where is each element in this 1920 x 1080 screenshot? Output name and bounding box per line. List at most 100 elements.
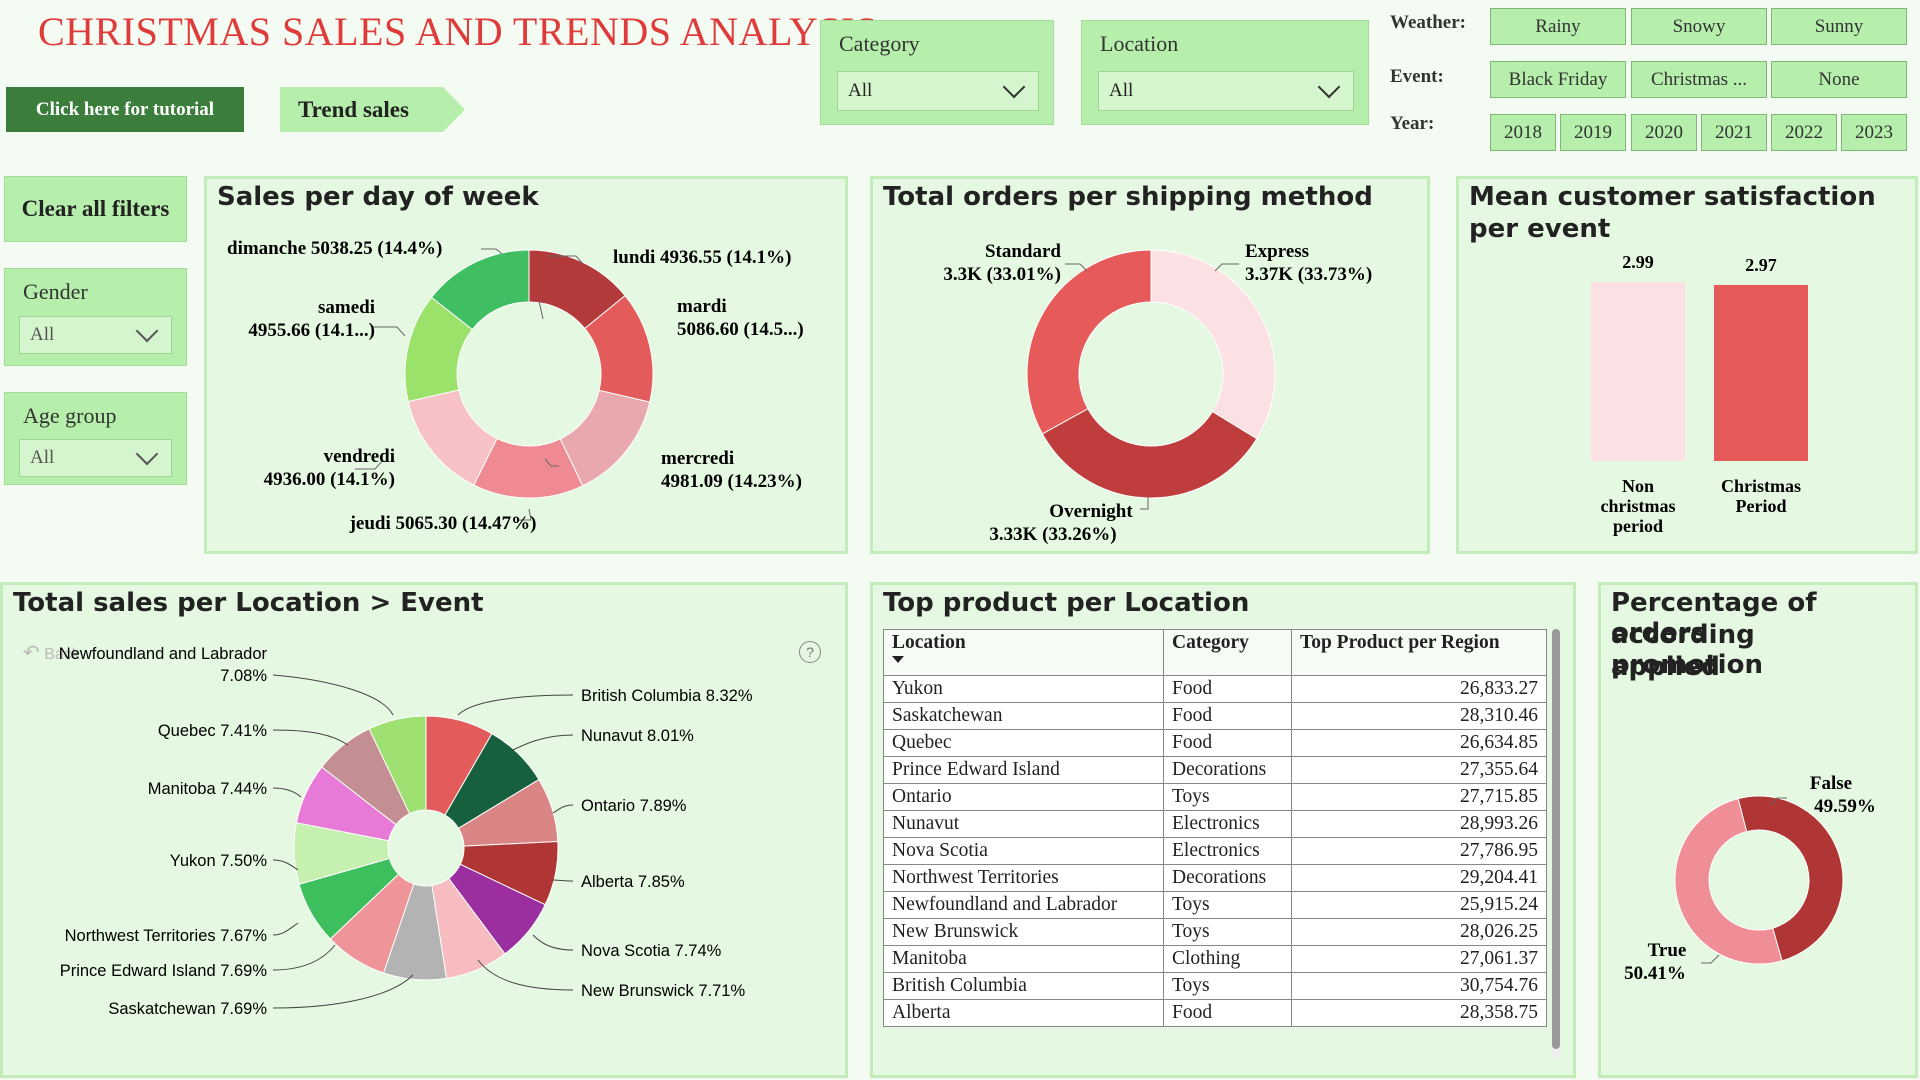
value-cell: 27,715.85: [1291, 783, 1547, 811]
back-label: Back: [44, 646, 80, 663]
satisfaction-category-label: christmas: [1601, 496, 1676, 516]
loc-label-british-columbia: British Columbia 8.32%: [581, 687, 753, 705]
gender-dropdown[interactable]: All: [19, 316, 172, 354]
year-2018-button[interactable]: 2018: [1490, 114, 1556, 151]
gender-filter: Gender All: [4, 268, 187, 366]
satisfaction-category-label: Non: [1622, 476, 1654, 496]
day-of-week-donut: dimanche 5038.25 (14.4%) lundi 4936.55 (…: [227, 238, 804, 534]
satisfaction-panel: Mean customer satisfaction per event 2.9…: [1456, 176, 1918, 554]
table-scrollbar[interactable]: [1552, 629, 1560, 1059]
loc-label-saskatchewan: Saskatchewan 7.69%: [108, 1000, 267, 1018]
back-arrow-icon: ↶: [23, 642, 40, 664]
year-2023-button[interactable]: 2023: [1841, 114, 1907, 151]
page-title: CHRISTMAS SALES AND TRENDS ANALYSIS: [38, 9, 878, 54]
age-group-filter: Age group All: [4, 392, 187, 485]
year-2022-button[interactable]: 2022: [1771, 114, 1837, 151]
gender-value: All: [30, 324, 55, 345]
dow-slice-dimanche[interactable]: [430, 249, 530, 331]
dow-label-samedi-1: samedi: [318, 297, 375, 318]
table-row[interactable]: Saskatchewan Food 28,310.46: [883, 702, 1547, 730]
column-header-label: Category: [1172, 632, 1249, 653]
sort-desc-icon: [892, 656, 904, 663]
value-cell: 26,634.85: [1291, 729, 1547, 757]
satisfaction-value-label: 2.97: [1745, 255, 1777, 275]
column-header-category[interactable]: Category: [1163, 629, 1292, 676]
value-cell: 27,786.95: [1291, 837, 1547, 865]
weather-sunny-button[interactable]: Sunny: [1771, 8, 1907, 45]
ship-slice-overnight[interactable]: [1041, 408, 1258, 499]
event-none-button[interactable]: None: [1771, 61, 1907, 98]
age-group-dropdown[interactable]: All: [19, 439, 172, 477]
value-cell: 27,355.64: [1291, 756, 1547, 784]
leader-lines: [1065, 263, 1239, 510]
satisfaction-category-label: Christmas: [1721, 476, 1801, 496]
leader-lines: [355, 248, 584, 521]
clear-filters-button[interactable]: Clear all filters: [4, 176, 187, 242]
trend-sales-button[interactable]: Trend sales: [280, 87, 465, 132]
age-group-label: Age group: [23, 403, 117, 428]
top-product-panel: Top product per Location Location Catego…: [870, 582, 1576, 1078]
location-dropdown[interactable]: All: [1098, 71, 1354, 111]
promo-slice-false[interactable]: [1737, 795, 1844, 962]
column-header-label: Location: [892, 632, 966, 653]
table-header-row: Location Category Top Product per Region: [883, 629, 1547, 676]
tutorial-button[interactable]: Click here for tutorial: [6, 87, 244, 132]
year-2021-button[interactable]: 2021: [1701, 114, 1767, 151]
location-cell: Yukon: [883, 675, 1164, 703]
weather-snowy-button[interactable]: Snowy: [1631, 8, 1767, 45]
table-row[interactable]: Manitoba Clothing 27,061.37: [883, 945, 1547, 973]
age-group-value: All: [30, 447, 55, 468]
table-row[interactable]: Northwest Territories Decorations 29,204.4…: [883, 864, 1547, 892]
location-event-title: Total sales per Location > Event: [13, 588, 484, 618]
category-cell: Toys: [1163, 918, 1292, 946]
promotion-title-3: applied: [1611, 652, 1720, 682]
location-cell: Manitoba: [883, 945, 1164, 973]
dow-label-vendredi-2: 4936.00 (14.1%): [264, 469, 395, 490]
table-container[interactable]: Location Category Top Product per Region…: [883, 629, 1547, 1065]
year-2019-button[interactable]: 2019: [1560, 114, 1626, 151]
value-cell: 28,358.75: [1291, 999, 1547, 1027]
loc-label-newfoundland-and-labrador-1: Newfoundland and Labrador: [59, 645, 268, 663]
weather-rainy-button[interactable]: Rainy: [1490, 8, 1626, 45]
back-button[interactable]: ↶ Back: [23, 640, 80, 665]
promotion-title-1: Percentage of orders: [1611, 588, 1817, 648]
loc-label-quebec: Quebec 7.41%: [158, 722, 267, 740]
value-cell: 28,310.46: [1291, 702, 1547, 730]
column-header-top-product[interactable]: Top Product per Region: [1291, 629, 1547, 676]
year-2020-button[interactable]: 2020: [1631, 114, 1697, 151]
table-row[interactable]: Quebec Food 26,634.85: [883, 729, 1547, 757]
category-cell: Food: [1163, 999, 1292, 1027]
table-row[interactable]: Nunavut Electronics 28,993.26: [883, 810, 1547, 838]
loc-label-northwest-territories: Northwest Territories 7.67%: [65, 927, 268, 945]
satisfaction-bar[interactable]: [1714, 284, 1808, 461]
event-christmas-button[interactable]: Christmas ...: [1631, 61, 1767, 98]
table-row[interactable]: Yukon Food 26,833.27: [883, 675, 1547, 703]
help-icon[interactable]: ?: [799, 641, 821, 663]
ship-slice-express[interactable]: [1150, 249, 1276, 440]
table-row[interactable]: New Brunswick Toys 28,026.25: [883, 918, 1547, 946]
table-row[interactable]: Newfoundland and Labrador Toys 25,915.24: [883, 891, 1547, 919]
category-dropdown[interactable]: All: [837, 71, 1039, 111]
column-header-label: Top Product per Region: [1300, 632, 1500, 653]
promotion-panel: Percentage of orders according promotion…: [1598, 582, 1918, 1078]
scrollbar-thumb[interactable]: [1552, 629, 1560, 1049]
table-row[interactable]: Alberta Food 28,358.75: [883, 999, 1547, 1027]
dow-label-lundi: lundi 4936.55 (14.1%): [613, 247, 791, 268]
event-black-friday-button[interactable]: Black Friday: [1490, 61, 1626, 98]
table-row[interactable]: Prince Edward Island Decorations 27,355.64: [883, 756, 1547, 784]
category-cell: Decorations: [1163, 756, 1292, 784]
help-glyph: ?: [806, 644, 814, 660]
gender-label: Gender: [23, 279, 88, 304]
table-row[interactable]: Nova Scotia Electronics 27,786.95: [883, 837, 1547, 865]
value-cell: 30,754.76: [1291, 972, 1547, 1000]
ship-slice-standard[interactable]: [1026, 249, 1152, 435]
loc-slice-newfoundland-and-labrador[interactable]: [368, 715, 427, 815]
table-row[interactable]: British Columbia Toys 30,754.76: [883, 972, 1547, 1000]
table-row[interactable]: Ontario Toys 27,715.85: [883, 783, 1547, 811]
loc-label-ontario: Ontario 7.89%: [581, 797, 687, 815]
satisfaction-bar[interactable]: [1591, 282, 1685, 461]
promo-slice-true[interactable]: [1674, 798, 1783, 965]
loc-label-manitoba: Manitoba 7.44%: [148, 780, 268, 798]
location-filter: Location All: [1081, 20, 1369, 125]
column-header-location[interactable]: Location: [883, 629, 1164, 676]
